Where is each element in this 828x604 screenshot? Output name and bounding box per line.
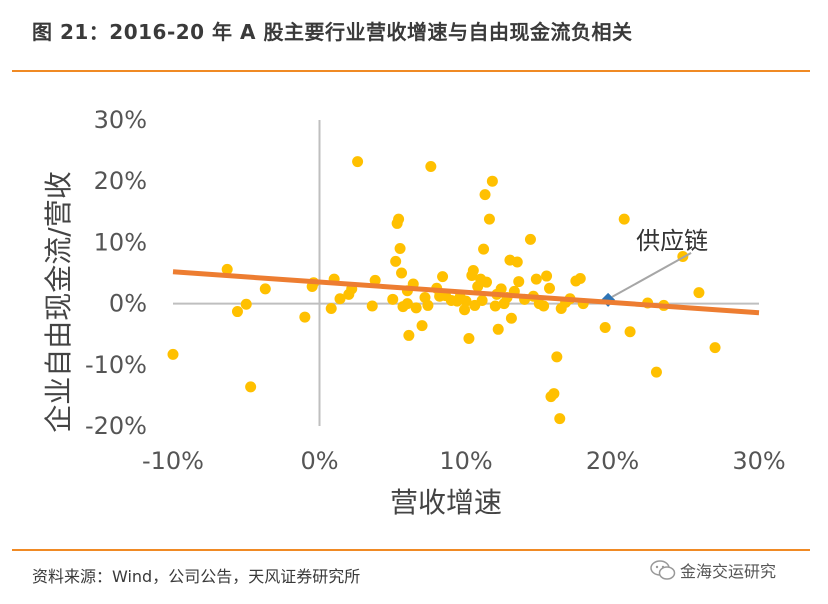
y-tick-label: 10% <box>94 228 147 256</box>
data-point <box>390 255 402 267</box>
x-axis-label: 营收增速 <box>390 486 502 519</box>
data-point <box>460 295 472 307</box>
x-tick-label: -10% <box>142 447 204 475</box>
data-point <box>551 351 563 363</box>
data-point <box>486 175 498 187</box>
data-point <box>401 298 413 310</box>
data-point <box>352 156 364 168</box>
data-point <box>511 256 523 268</box>
data-point <box>167 348 179 360</box>
data-point <box>481 276 493 288</box>
data-point <box>437 271 449 283</box>
x-tick-label: 10% <box>439 447 492 475</box>
data-point <box>334 293 346 305</box>
data-point <box>369 274 381 286</box>
y-tick-label: -20% <box>85 412 147 440</box>
data-point <box>240 298 252 310</box>
y-tick-label: -10% <box>85 351 147 379</box>
scatter-chart: -20% -10% 0% 10% 20% 30% -10% 0% 10% 20% 30% 供应链 营… <box>42 106 786 519</box>
data-point <box>538 300 550 312</box>
wechat-icon <box>650 560 676 580</box>
data-point <box>599 321 611 333</box>
brand-badge: 金海交运研究 <box>650 558 776 582</box>
brand-name: 金海交运研究 <box>680 562 777 581</box>
data-point <box>410 302 422 314</box>
data-point <box>530 273 542 285</box>
data-point <box>548 388 560 400</box>
x-tick-label: 0% <box>300 447 338 475</box>
annotation-leader-line <box>611 252 692 298</box>
data-point <box>325 302 337 314</box>
data-point <box>231 306 243 318</box>
data-point <box>463 332 475 344</box>
data-point <box>403 329 415 341</box>
source-note: 资料来源：Wind，公司公告，天风证券研究所 <box>32 567 361 586</box>
footer-divider <box>12 549 810 551</box>
y-tick-label: 0% <box>109 290 147 318</box>
data-point <box>221 263 233 275</box>
y-tick-label: 30% <box>94 106 147 134</box>
data-point <box>393 213 405 225</box>
x-tick-label: 30% <box>732 447 785 475</box>
data-point <box>479 189 491 201</box>
data-point <box>299 311 311 323</box>
data-point <box>513 276 525 288</box>
data-point <box>574 273 586 285</box>
data-point <box>396 267 408 279</box>
data-point <box>541 270 553 282</box>
data-point <box>709 342 721 354</box>
data-point <box>624 326 636 338</box>
data-point <box>478 243 490 255</box>
data-point <box>618 213 630 225</box>
data-point <box>693 287 705 299</box>
data-point <box>505 312 517 324</box>
data-point <box>394 243 406 255</box>
data-point <box>416 320 428 332</box>
data-point <box>483 213 495 225</box>
data-point <box>422 299 434 311</box>
header-divider <box>12 70 810 72</box>
x-tick-label: 20% <box>586 447 639 475</box>
data-point <box>489 300 501 312</box>
annotation-label: 供应链 <box>636 227 708 255</box>
data-point <box>245 381 257 393</box>
data-point <box>650 366 662 378</box>
data-point <box>467 265 479 277</box>
y-tick-label: 20% <box>94 167 147 195</box>
data-point <box>495 283 507 295</box>
data-point <box>524 233 536 245</box>
trend-line <box>172 269 760 316</box>
data-point <box>425 161 437 173</box>
page-title: 图 21：2016-20 年 A 股主要行业营收增速与自由现金流负相关 <box>32 20 633 44</box>
data-point <box>459 304 471 316</box>
data-point <box>492 323 504 335</box>
data-point <box>387 293 399 305</box>
data-point <box>554 413 566 425</box>
data-point <box>366 300 378 312</box>
data-point <box>476 295 488 307</box>
y-axis-label: 企业自由现金流/营收 <box>42 171 75 432</box>
data-point <box>259 283 271 295</box>
data-point <box>544 282 556 294</box>
